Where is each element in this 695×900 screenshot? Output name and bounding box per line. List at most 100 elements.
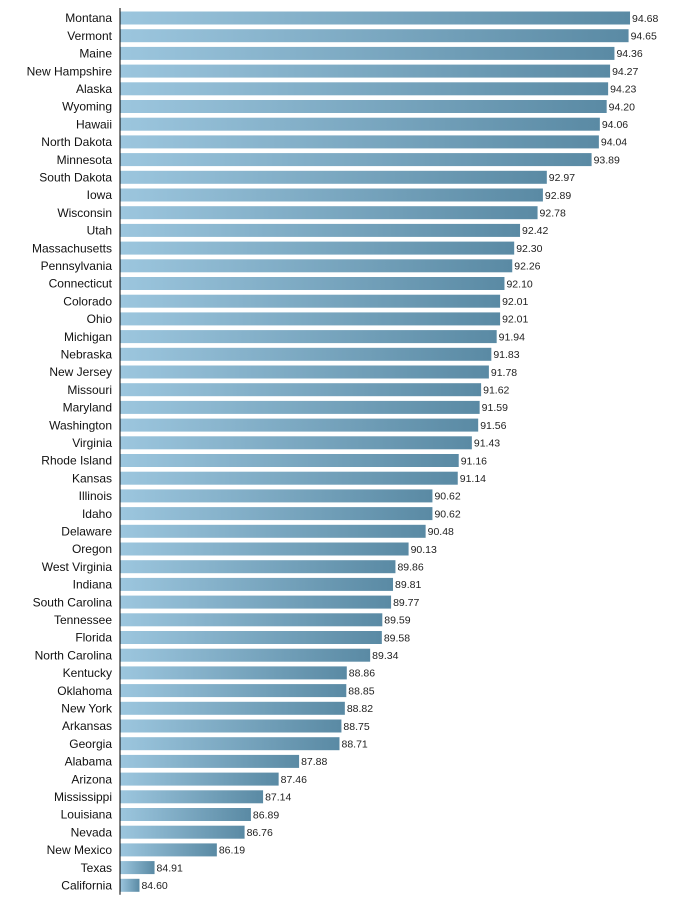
value-label: 94.23 <box>610 84 636 96</box>
bar-wisconsin <box>120 206 538 220</box>
value-label: 88.86 <box>349 668 375 680</box>
bar-new-jersey <box>120 365 489 379</box>
category-label: Delaware <box>61 525 112 539</box>
bar-washington <box>120 418 479 432</box>
value-label: 94.36 <box>616 48 642 60</box>
value-label: 89.34 <box>372 650 398 662</box>
value-label: 94.04 <box>601 137 627 149</box>
bar-new-york <box>120 701 345 715</box>
bar-florida <box>120 631 382 644</box>
value-label: 91.78 <box>491 367 517 379</box>
bar-iowa <box>120 188 543 202</box>
category-label: New Jersey <box>49 365 112 379</box>
category-label: Oklahoma <box>57 684 112 698</box>
bar-maine <box>120 46 615 60</box>
value-label: 88.71 <box>341 739 367 751</box>
category-label: Ohio <box>87 312 113 326</box>
value-label: 91.94 <box>499 331 525 343</box>
category-label: Rhode Island <box>41 454 112 468</box>
bar-virginia <box>120 436 472 450</box>
value-label: 91.14 <box>460 473 486 485</box>
category-label: West Virginia <box>42 560 113 574</box>
category-label: Colorado <box>63 294 112 308</box>
value-label: 91.59 <box>482 402 508 414</box>
bar-rhode-island <box>120 454 459 467</box>
value-label: 94.27 <box>612 66 638 78</box>
value-label: 91.16 <box>461 455 487 467</box>
category-label: Wisconsin <box>57 206 112 220</box>
category-label: Alaska <box>76 82 112 96</box>
value-label: 90.62 <box>434 508 460 520</box>
category-label: Vermont <box>67 29 112 43</box>
category-label: Hawaii <box>76 117 112 131</box>
bar-illinois <box>120 489 433 503</box>
category-label: New York <box>61 702 113 716</box>
value-label: 88.75 <box>343 721 369 733</box>
bar-utah <box>120 223 521 237</box>
bar-kansas <box>120 471 458 485</box>
bar-texas <box>120 861 155 875</box>
bar-louisiana <box>120 808 251 821</box>
bar-west-virginia <box>120 560 396 574</box>
category-label: South Dakota <box>39 171 112 185</box>
value-label: 86.89 <box>253 809 279 821</box>
value-label: 89.81 <box>395 579 421 591</box>
bar-arizona <box>120 772 279 786</box>
category-labels: Montana Vermont Maine New Hampshire Alaska Wy… <box>27 11 113 892</box>
bar-pennsylvania <box>120 259 513 273</box>
value-label: 94.06 <box>602 119 628 131</box>
bar-mississippi <box>120 790 264 804</box>
value-label: 86.19 <box>219 845 245 857</box>
category-label: Idaho <box>82 507 112 521</box>
category-label: Indiana <box>73 578 113 592</box>
value-label: 94.65 <box>631 31 657 43</box>
value-label: 89.58 <box>384 632 410 644</box>
category-label: Arkansas <box>62 719 112 733</box>
bar-kentucky <box>120 666 347 680</box>
value-label: 90.62 <box>434 491 460 503</box>
category-label: Connecticut <box>49 277 113 291</box>
bar-montana <box>120 11 631 25</box>
category-label: Wyoming <box>62 100 112 114</box>
bar-massachusetts <box>120 241 515 255</box>
bar-alaska <box>120 82 609 96</box>
value-label: 93.89 <box>594 154 620 166</box>
value-label: 94.20 <box>609 101 635 113</box>
value-label: 89.59 <box>384 615 410 627</box>
bar-hawaii <box>120 117 600 131</box>
bar-wyoming <box>120 100 607 113</box>
value-label: 87.46 <box>281 774 307 786</box>
category-label: Oregon <box>72 542 112 556</box>
bar-indiana <box>120 577 394 591</box>
value-label: 87.88 <box>301 756 327 768</box>
bar-connecticut <box>120 277 505 290</box>
category-label: Georgia <box>69 737 112 751</box>
value-label: 92.97 <box>549 172 575 184</box>
category-label: California <box>61 879 112 893</box>
category-label: Maine <box>79 47 112 61</box>
value-label: 92.42 <box>522 225 548 237</box>
bar-tennessee <box>120 613 383 627</box>
bar-new-mexico <box>120 843 217 857</box>
bar-minnesota <box>120 153 592 167</box>
category-label: New Mexico <box>47 843 113 857</box>
bar-michigan <box>120 330 497 344</box>
bar-north-dakota <box>120 135 599 149</box>
bar-missouri <box>120 383 482 397</box>
value-label: 92.26 <box>514 261 540 273</box>
category-label: Montana <box>65 11 112 25</box>
bar-nevada <box>120 825 245 839</box>
value-label: 88.85 <box>348 685 374 697</box>
bar-ohio <box>120 312 501 326</box>
value-label: 92.78 <box>540 208 566 220</box>
category-label: Utah <box>87 224 112 238</box>
value-label: 91.62 <box>483 385 509 397</box>
bar-arkansas <box>120 719 342 733</box>
bar-new-hampshire <box>120 64 611 78</box>
bar-nebraska <box>120 347 492 361</box>
value-label: 92.89 <box>545 190 571 202</box>
value-label: 84.60 <box>141 880 167 892</box>
bar-oregon <box>120 542 409 556</box>
value-label: 89.77 <box>393 597 419 609</box>
category-label: Pennsylvania <box>41 259 113 273</box>
